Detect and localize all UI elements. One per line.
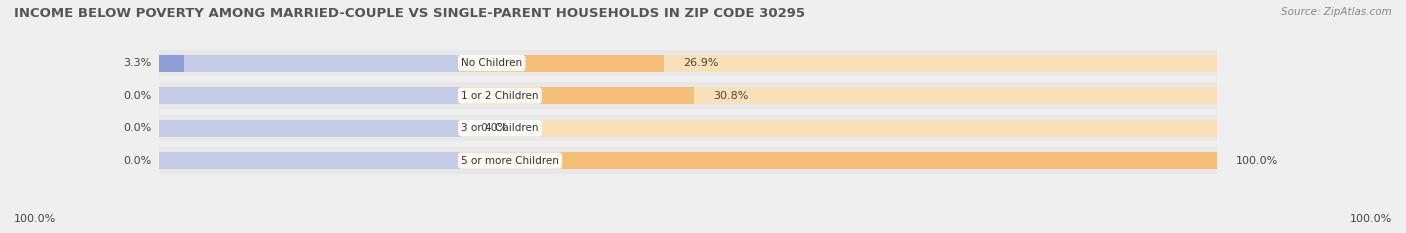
Bar [159, 50, 1218, 76]
Bar [461, 55, 1218, 72]
Bar [159, 120, 461, 137]
Bar [159, 55, 461, 72]
Bar [461, 87, 695, 104]
Text: 5 or more Children: 5 or more Children [461, 156, 560, 166]
Text: 30.8%: 30.8% [713, 91, 748, 101]
Bar [461, 152, 1218, 169]
Bar [159, 55, 184, 72]
Text: No Children: No Children [461, 58, 522, 68]
Text: INCOME BELOW POVERTY AMONG MARRIED-COUPLE VS SINGLE-PARENT HOUSEHOLDS IN ZIP COD: INCOME BELOW POVERTY AMONG MARRIED-COUPL… [14, 7, 806, 20]
Text: 0.0%: 0.0% [479, 123, 509, 133]
Text: 1 or 2 Children: 1 or 2 Children [461, 91, 538, 101]
Bar [159, 115, 1218, 141]
Text: Source: ZipAtlas.com: Source: ZipAtlas.com [1281, 7, 1392, 17]
Text: 0.0%: 0.0% [124, 91, 152, 101]
Text: 100.0%: 100.0% [1236, 156, 1278, 166]
Text: 0.0%: 0.0% [124, 123, 152, 133]
Bar [159, 147, 1218, 174]
Bar [461, 87, 1218, 104]
Bar [159, 82, 1218, 109]
Text: 100.0%: 100.0% [1350, 214, 1392, 224]
Bar [461, 55, 665, 72]
Text: 3 or 4 Children: 3 or 4 Children [461, 123, 538, 133]
Text: 0.0%: 0.0% [124, 156, 152, 166]
Text: 3.3%: 3.3% [124, 58, 152, 68]
Bar [461, 152, 1218, 169]
Bar [159, 87, 461, 104]
Bar [159, 152, 461, 169]
Text: 100.0%: 100.0% [14, 214, 56, 224]
Text: 26.9%: 26.9% [683, 58, 718, 68]
Bar [461, 120, 1218, 137]
